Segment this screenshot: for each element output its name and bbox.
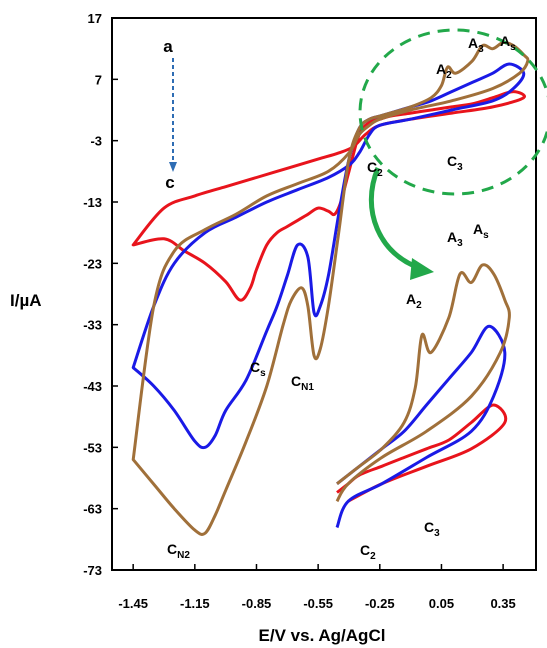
y-tick-label: -63 (83, 502, 102, 517)
y-tick-label: -43 (83, 379, 102, 394)
annotation-c2-main: C2 (367, 159, 383, 179)
y-tick-label: 17 (88, 11, 102, 26)
x-tick-label: -0.55 (303, 596, 333, 611)
inset-annotation-c3: C3 (424, 519, 440, 539)
y-tick-label: -23 (83, 256, 102, 271)
trace-c (131, 40, 530, 536)
y-tick-label: -13 (83, 195, 102, 210)
y-tick-label: -53 (83, 440, 102, 455)
annotation-a2-main: A2 (436, 61, 452, 81)
inset-traces (335, 263, 511, 529)
y-tick-label: -3 (90, 134, 102, 149)
inset-trace-c (335, 263, 511, 503)
y-tick-label: 7 (95, 72, 102, 87)
x-tick-label: -0.25 (365, 596, 395, 611)
zoom-arrow-head (410, 258, 434, 280)
y-axis-ticks: 17 7 -3 -13 -23 -33 -43 -53 -63 -73 (83, 11, 118, 578)
y-tick-label: -73 (83, 563, 102, 578)
annotation-c3-main: C3 (447, 153, 463, 173)
x-tick-label: 0.35 (490, 596, 515, 611)
legend-arrow-head (169, 162, 177, 172)
inset-annotation-c2: C2 (360, 542, 376, 562)
legend-label-c: c (165, 173, 174, 192)
x-axis-label: E/V vs. Ag/AgCl (259, 626, 386, 645)
plot-frame (111, 17, 537, 571)
annotation-a3-main: A3 (468, 35, 484, 55)
annotation-as-main: As (500, 33, 516, 53)
x-axis-ticks: -1.45 -1.15 -0.85 -0.55 -0.25 0.05 0.35 (118, 564, 516, 611)
legend-label-a: a (163, 37, 173, 56)
annotation-cn1: CN1 (291, 373, 314, 393)
x-tick-label: 0.05 (429, 596, 454, 611)
inset-annotation-a3: A3 (447, 229, 463, 249)
x-tick-label: -1.15 (180, 596, 210, 611)
annotation-cs: Cs (250, 359, 266, 379)
zoom-arrow (368, 167, 421, 271)
y-tick-label: -33 (83, 318, 102, 333)
annotation-cn2: CN2 (167, 541, 190, 561)
x-tick-label: -0.85 (242, 596, 272, 611)
inset-trace-b (335, 324, 507, 529)
inset-annotation-a2: A2 (406, 291, 422, 311)
y-axis-label: I/µA (10, 291, 42, 310)
main-traces (131, 40, 530, 536)
inset-annotation-as: As (473, 221, 489, 241)
x-tick-label: -1.45 (118, 596, 148, 611)
